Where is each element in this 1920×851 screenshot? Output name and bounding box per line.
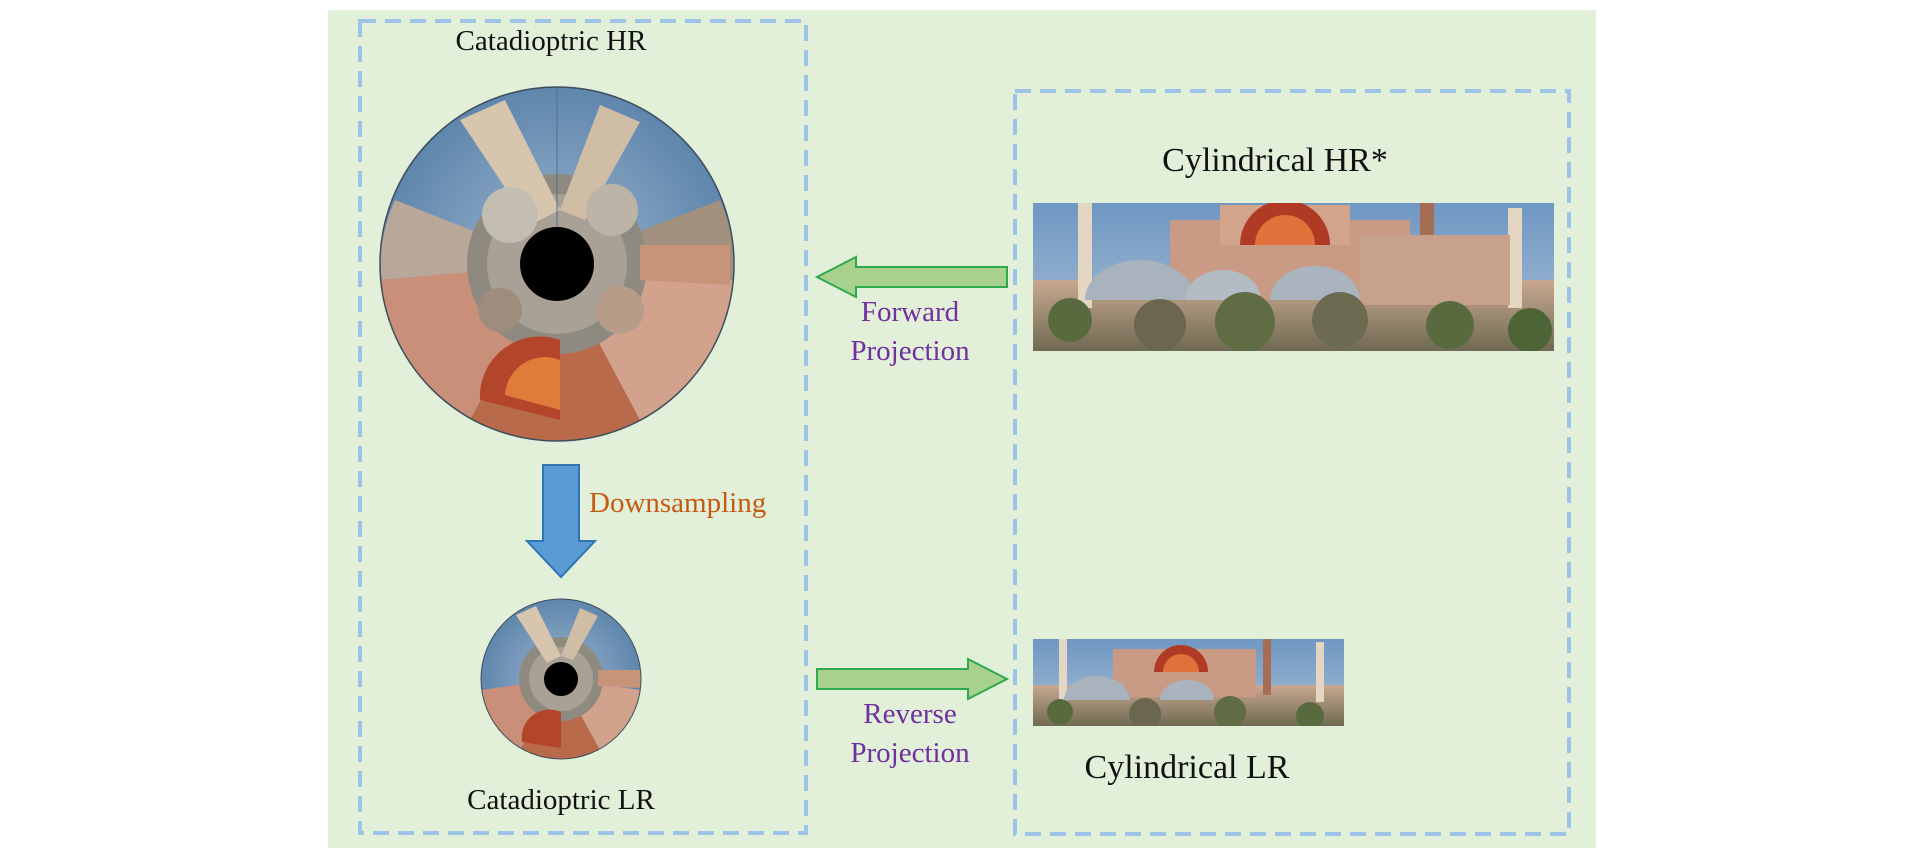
catadioptric-hr-label: Catadioptric HR (455, 25, 647, 57)
catadioptric-lr-label: Catadioptric LR (467, 784, 655, 816)
catadioptric-hr-image (379, 86, 735, 442)
forward-projection-label-line1: Forward (860, 296, 960, 328)
forward-projection-label-line2: Projection (850, 335, 970, 367)
reverse-projection-label-line1: Reverse (863, 698, 957, 730)
down-arrow-icon (524, 464, 598, 579)
catadioptric-group-border (358, 19, 808, 835)
catadioptric-lr-image (480, 598, 642, 760)
cylindrical-group-border (1013, 89, 1571, 836)
left-arrow-icon (814, 255, 1008, 299)
reverse-projection-label-line2: Projection (850, 737, 970, 769)
cylindrical-lr-image (1033, 639, 1344, 726)
cylindrical-hr-label: Cylindrical HR* (1162, 142, 1388, 179)
right-arrow-icon (816, 657, 1010, 701)
cylindrical-hr-image (1033, 203, 1554, 351)
cylindrical-lr-label: Cylindrical LR (1084, 749, 1290, 786)
downsampling-label: Downsampling (589, 487, 767, 519)
